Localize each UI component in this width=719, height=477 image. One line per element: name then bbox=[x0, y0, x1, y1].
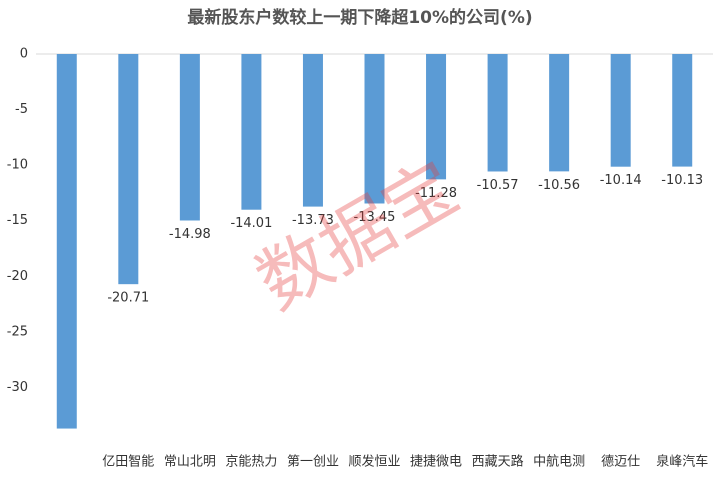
bar bbox=[610, 54, 631, 167]
y-tick-label: -30 bbox=[7, 380, 28, 395]
bar bbox=[241, 54, 262, 210]
x-tick-label: 亿田智能 bbox=[102, 455, 154, 470]
chart-title: 最新股东户数较上一期下降超10%的公司(%) bbox=[187, 7, 532, 28]
data-label: -10.13 bbox=[661, 173, 703, 188]
bar bbox=[179, 54, 200, 221]
y-tick-label: -10 bbox=[7, 158, 28, 173]
bar bbox=[426, 54, 447, 180]
y-tick-label: -25 bbox=[7, 324, 28, 339]
x-tick-label: 顺发恒业 bbox=[348, 454, 400, 470]
bar bbox=[549, 54, 570, 172]
x-tick-label: 京能热力 bbox=[225, 455, 277, 470]
x-tick-label: 泉峰汽车 bbox=[656, 454, 708, 470]
bar bbox=[118, 54, 139, 285]
data-label: -14.98 bbox=[169, 227, 211, 242]
data-label: -13.45 bbox=[354, 210, 396, 225]
bar bbox=[56, 54, 77, 429]
x-tick-label: 德迈仕 bbox=[601, 455, 640, 470]
data-label: -11.28 bbox=[415, 186, 457, 201]
data-label: -10.57 bbox=[477, 178, 519, 193]
x-tick-label: 捷捷微电 bbox=[410, 455, 462, 470]
data-label: -14.01 bbox=[230, 216, 272, 231]
data-label: -10.14 bbox=[600, 173, 642, 188]
bar bbox=[672, 54, 693, 167]
y-tick-label: 0 bbox=[20, 47, 28, 62]
x-tick-label: 中航电测 bbox=[533, 454, 585, 470]
data-label: -10.56 bbox=[538, 178, 580, 193]
bar bbox=[487, 54, 508, 172]
x-tick-label: 第一创业 bbox=[287, 455, 339, 470]
y-tick-label: -20 bbox=[7, 269, 28, 284]
y-tick-label: -5 bbox=[15, 102, 28, 117]
x-tick-label: 西藏天路 bbox=[472, 454, 524, 470]
data-label: -20.71 bbox=[107, 291, 149, 306]
watermark: 数据宝 bbox=[243, 145, 472, 326]
y-tick-label: -15 bbox=[7, 213, 28, 228]
data-label: -13.73 bbox=[292, 213, 334, 228]
bar bbox=[302, 54, 323, 207]
bar bbox=[364, 54, 385, 204]
x-tick-label: 常山北明 bbox=[164, 455, 216, 470]
